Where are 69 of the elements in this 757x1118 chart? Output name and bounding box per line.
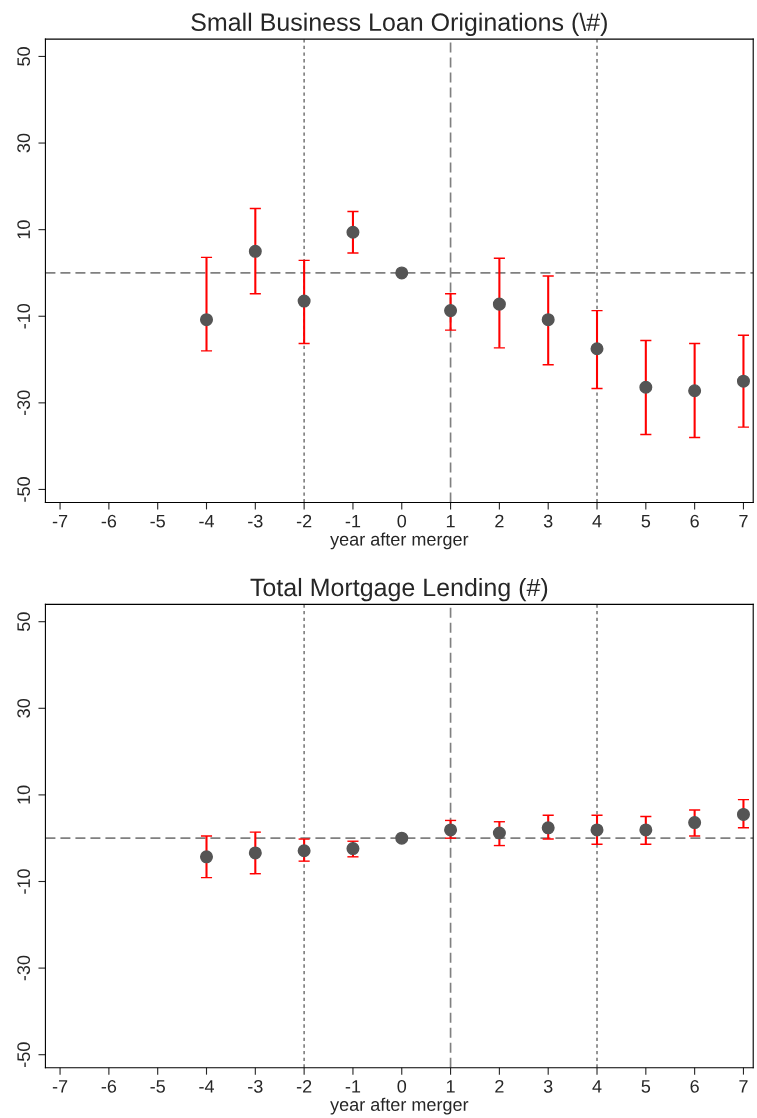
- x-tick-label: -2: [296, 1079, 312, 1093]
- y-tick-label: 10: [17, 220, 31, 239]
- x-tick-label: 3: [543, 1079, 553, 1093]
- x-tick-label: -4: [199, 514, 214, 528]
- x-tick-label: 0: [397, 514, 407, 528]
- point: [297, 294, 311, 308]
- point: [492, 297, 506, 311]
- point: [444, 304, 458, 318]
- x-tick-label: 3: [543, 514, 553, 528]
- x-tick-label: 1: [446, 1080, 455, 1093]
- y-tick-label: -50: [17, 477, 31, 502]
- x-tick-label: 4: [592, 514, 602, 528]
- point: [639, 823, 653, 837]
- x-tick-label: 4: [592, 1080, 602, 1093]
- x-tick-label: 5: [641, 1080, 651, 1093]
- x-tick-label: -6: [101, 514, 117, 528]
- chart-title: Small Business Loan Originations (\#): [191, 12, 607, 36]
- y-tick-label: -10: [17, 303, 31, 329]
- y-tick-label: -10: [17, 869, 31, 894]
- y-tick-label: 10: [17, 785, 31, 804]
- x-tick-label: -3: [248, 1079, 263, 1093]
- point: [248, 846, 262, 860]
- point: [492, 826, 506, 840]
- x-axis-title: year after merger: [330, 532, 469, 550]
- point: [346, 225, 360, 239]
- x-tick-label: -5: [150, 514, 165, 528]
- point: [541, 313, 555, 327]
- x-tick-label: 2: [495, 514, 504, 528]
- point: [395, 831, 409, 845]
- x-tick-label: 7: [739, 1080, 748, 1093]
- y-tick-label: 30: [17, 133, 31, 153]
- x-tick-label: -2: [296, 514, 312, 528]
- y-tick-label: -30: [17, 390, 31, 416]
- y-tick-label: 30: [17, 698, 31, 718]
- point: [736, 374, 750, 388]
- x-tick-label: 5: [641, 514, 651, 528]
- y-tick-label: -30: [17, 955, 31, 981]
- x-tick-label: 1: [446, 514, 455, 528]
- x-tick-label: 6: [690, 514, 699, 528]
- x-tick-label: 6: [690, 1079, 699, 1093]
- point: [688, 816, 702, 830]
- point: [444, 823, 458, 837]
- x-tick-label: 2: [495, 1079, 504, 1093]
- point: [688, 384, 702, 398]
- x-axis-title: year after merger: [330, 1097, 469, 1115]
- x-tick-label: 7: [739, 514, 748, 528]
- x-tick-label: -1: [345, 514, 361, 528]
- point: [199, 313, 214, 327]
- point: [639, 380, 653, 394]
- y-tick-label: 50: [17, 612, 31, 632]
- x-tick-label: -6: [101, 1079, 117, 1093]
- chart-title: Total Mortgage Lending (#): [250, 577, 548, 602]
- y-tick-label: -50: [17, 1042, 31, 1067]
- point: [541, 821, 555, 835]
- x-tick-label: -1: [345, 1080, 361, 1093]
- y-tick-label: 50: [17, 47, 31, 66]
- x-tick-label: -7: [52, 1080, 68, 1093]
- x-tick-label: -4: [199, 1080, 214, 1093]
- point: [199, 850, 214, 864]
- point: [395, 266, 409, 280]
- x-tick-label: -7: [52, 514, 68, 528]
- point: [590, 823, 604, 837]
- x-tick-label: -3: [248, 514, 263, 528]
- point: [297, 844, 311, 858]
- x-tick-label: -5: [150, 1080, 165, 1093]
- x-tick-label: 0: [397, 1079, 407, 1093]
- point: [590, 342, 604, 356]
- point: [248, 244, 262, 258]
- point: [736, 807, 750, 821]
